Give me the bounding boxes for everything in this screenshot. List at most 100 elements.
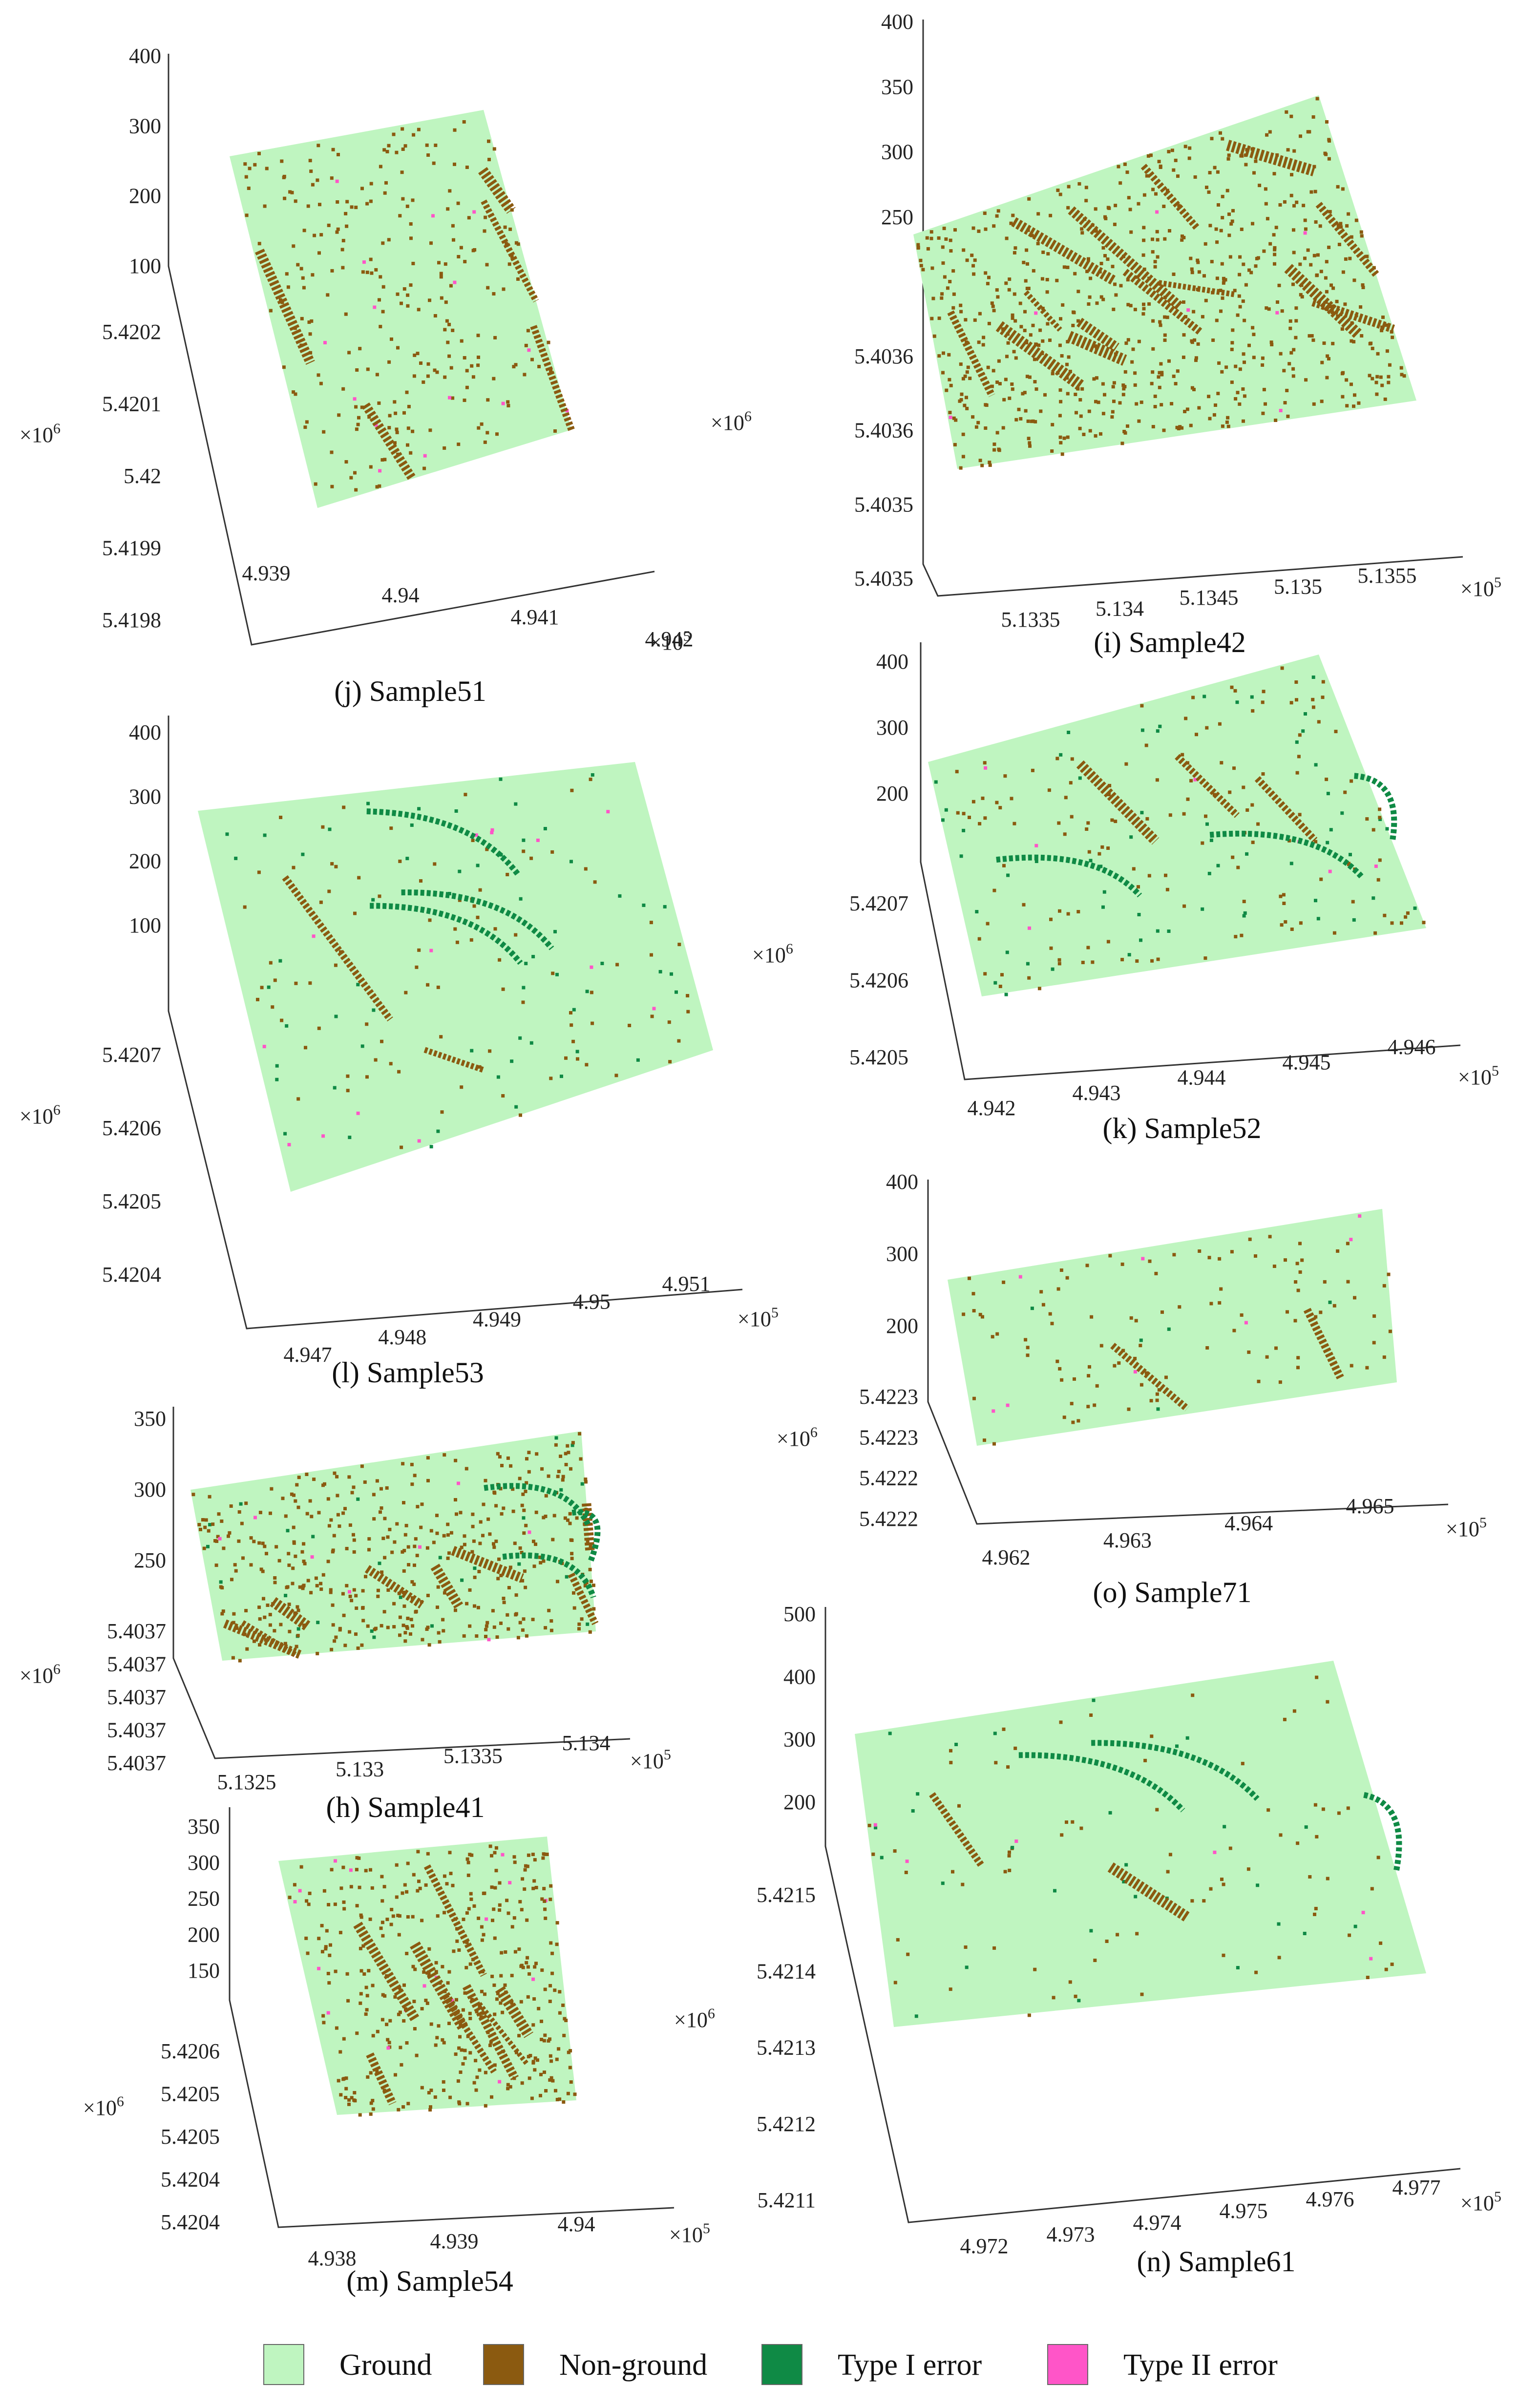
nonground-point (1168, 229, 1171, 232)
nonground-point (395, 1895, 399, 1899)
nonground-point (524, 1585, 527, 1589)
nonground-point (557, 1470, 561, 1474)
x-tick-label: 5.133 (336, 1757, 384, 1781)
nonground-point (446, 340, 450, 344)
axes-k (920, 642, 1461, 1080)
nonground-point (521, 1628, 525, 1632)
nonground-point (971, 800, 975, 803)
nonground-point (416, 1850, 420, 1854)
nonground-point (1114, 204, 1118, 208)
nonground-point (499, 1974, 503, 1978)
nonground-point (197, 1523, 201, 1526)
nonground-point (426, 1456, 430, 1460)
nonground-point (523, 373, 527, 377)
nonground-point (427, 2091, 431, 2094)
nonground-point (321, 825, 325, 829)
nonground-point (279, 1623, 283, 1626)
nonground-point (959, 310, 963, 314)
type1-point (1304, 1825, 1308, 1829)
nonground-point (1251, 709, 1255, 713)
nonground-point (1317, 720, 1321, 724)
nonground-point (1182, 333, 1186, 337)
nonground-point (1038, 328, 1042, 332)
nonground-point (520, 1503, 524, 1507)
nonground-point (456, 201, 460, 205)
nonground-point (468, 2011, 472, 2015)
nonground-point (1160, 373, 1164, 377)
nonground-point (1066, 912, 1070, 916)
nonground-point (409, 283, 413, 287)
nonground-point (479, 2015, 483, 2019)
nonground-point (506, 2087, 510, 2091)
nonground-point (1141, 312, 1145, 316)
nonground-point (992, 1442, 996, 1446)
x-tick-label: 4.944 (1178, 1066, 1226, 1090)
nonground-point (496, 1452, 500, 1456)
nonground-point (356, 422, 360, 426)
axes-m (229, 1807, 675, 2228)
axes-l (168, 716, 743, 1330)
z-tick-label: 400 (881, 10, 913, 34)
nonground-point (1256, 822, 1260, 826)
nonground-point (1108, 783, 1112, 787)
nonground-point (543, 2070, 546, 2074)
nonground-point (1079, 414, 1083, 418)
nonground-point (366, 367, 370, 371)
nonground-point (558, 1990, 562, 1994)
nonground-point (469, 1892, 473, 1896)
nonground-point (1122, 387, 1126, 391)
nonground-point (1101, 382, 1105, 386)
nonground-point (1160, 403, 1163, 407)
nonground-point (317, 1511, 321, 1515)
nonground-point (520, 1551, 524, 1554)
type1-point (1326, 841, 1329, 845)
nonground-point (274, 1545, 278, 1549)
nonground-point (532, 1564, 536, 1568)
nonground-point (420, 1502, 424, 1506)
nonground-point (331, 148, 335, 151)
nonground-point (1107, 206, 1111, 210)
nonground-point (463, 1991, 467, 1995)
nonground-point (958, 399, 962, 403)
nonground-point (445, 1882, 449, 1886)
nonground-point (462, 1918, 465, 1922)
nonground-point (291, 1566, 295, 1570)
type1-strip (571, 1509, 601, 1562)
type1-point (1242, 914, 1246, 918)
type1-point (473, 1566, 477, 1570)
nonground-point (1031, 768, 1034, 772)
nonground-point (547, 1474, 550, 1478)
type2-point (487, 1638, 491, 1642)
nonground-point (1368, 374, 1371, 378)
nonground-point (482, 1502, 485, 1506)
nonground-point (1191, 696, 1195, 699)
x-tick-label: 5.134 (562, 1731, 611, 1755)
nonground-point (1350, 235, 1353, 239)
y-scale-factor: ×106 (20, 1661, 61, 1688)
nonground-point (427, 1973, 431, 1977)
x-tick-label: 4.949 (473, 1308, 521, 1331)
nonground-point (470, 1998, 474, 2002)
nonground-point (1047, 788, 1051, 792)
type2-point (349, 1868, 353, 1872)
nonground-point (1320, 360, 1324, 364)
nonground-point (402, 1569, 406, 1573)
nonground-point (1254, 159, 1258, 163)
nonground-point (412, 1873, 416, 1877)
nonground-point (518, 1900, 522, 1903)
type1-point (371, 898, 375, 902)
nonground-point (308, 159, 312, 163)
nonground-point (380, 1506, 383, 1510)
nonground-point (292, 1525, 295, 1529)
nonground-point (449, 1531, 453, 1535)
nonground-point (532, 1540, 535, 1543)
nonground-point (355, 1904, 359, 1908)
z-tick-label: 300 (134, 1478, 166, 1501)
nonground-strip (1076, 760, 1160, 845)
nonground-point (1192, 310, 1196, 314)
nonground-point (1236, 313, 1240, 317)
nonground-point (437, 1631, 441, 1635)
nonground-point (1380, 329, 1384, 333)
nonground-point (1006, 1765, 1010, 1769)
nonground-point (513, 1860, 517, 1864)
